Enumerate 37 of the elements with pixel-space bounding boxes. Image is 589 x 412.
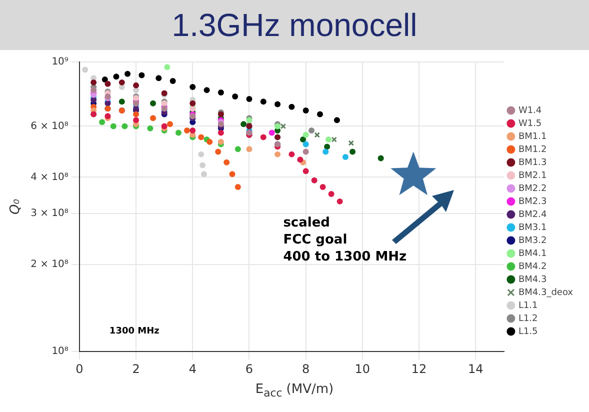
x-tick-label: 0 bbox=[76, 362, 84, 376]
legend-label: W1.5 bbox=[518, 118, 542, 129]
x-tick-label: 4 bbox=[188, 362, 196, 376]
legend-label: W1.4 bbox=[518, 106, 542, 116]
legend-label: BM3.1 bbox=[518, 222, 547, 233]
y-axis-title: Q₀ bbox=[8, 198, 24, 215]
legend-label: L1.5 bbox=[518, 326, 538, 337]
legend-label: BM2.1 bbox=[518, 170, 547, 181]
x-axis-title: E$_{acc}$ (MV/m) bbox=[254, 382, 335, 400]
x-tick-label: 10 bbox=[354, 362, 370, 376]
y-tick-label: 4 × 10⁸ bbox=[30, 172, 68, 183]
annotation: 1300 MHz bbox=[109, 326, 160, 337]
x-tick-label: 12 bbox=[411, 362, 427, 376]
legend-label: BM4.3 bbox=[518, 274, 547, 285]
x-tick-label: 14 bbox=[468, 362, 484, 376]
y-tick-label: 2 × 10⁸ bbox=[30, 259, 68, 270]
legend-label: L1.2 bbox=[518, 314, 538, 324]
x-tick-label: 6 bbox=[245, 362, 254, 376]
legend-label: BM4.2 bbox=[518, 262, 547, 272]
legend-label: BM2.2 bbox=[518, 184, 547, 194]
y-tick-label: 6 × 10⁸ bbox=[30, 120, 68, 132]
legend-label: BM1.2 bbox=[518, 144, 547, 155]
legend-label: BM2.3 bbox=[518, 196, 547, 207]
annotation: scaled FCC goal 400 to 1300 MHz bbox=[283, 216, 407, 265]
y-tick-label: 10⁹ bbox=[52, 56, 68, 68]
legend-label: BM4.3_deox bbox=[518, 288, 574, 298]
y-tick-label: 10⁸ bbox=[52, 346, 68, 358]
legend-label: BM2.4 bbox=[518, 210, 547, 220]
x-tick-label: 8 bbox=[302, 362, 310, 376]
legend-label: BM4.1 bbox=[518, 248, 547, 259]
x-tick-label: 2 bbox=[132, 362, 140, 376]
chart-title: 1.3GHz monocell bbox=[0, 0, 589, 50]
legend-label: BM1.3 bbox=[518, 158, 547, 168]
y-tick-label: 3 × 10⁸ bbox=[30, 208, 68, 220]
legend-label: BM3.2 bbox=[518, 236, 547, 246]
legend-label: L1.1 bbox=[518, 300, 538, 311]
legend-label: BM1.1 bbox=[518, 132, 547, 142]
